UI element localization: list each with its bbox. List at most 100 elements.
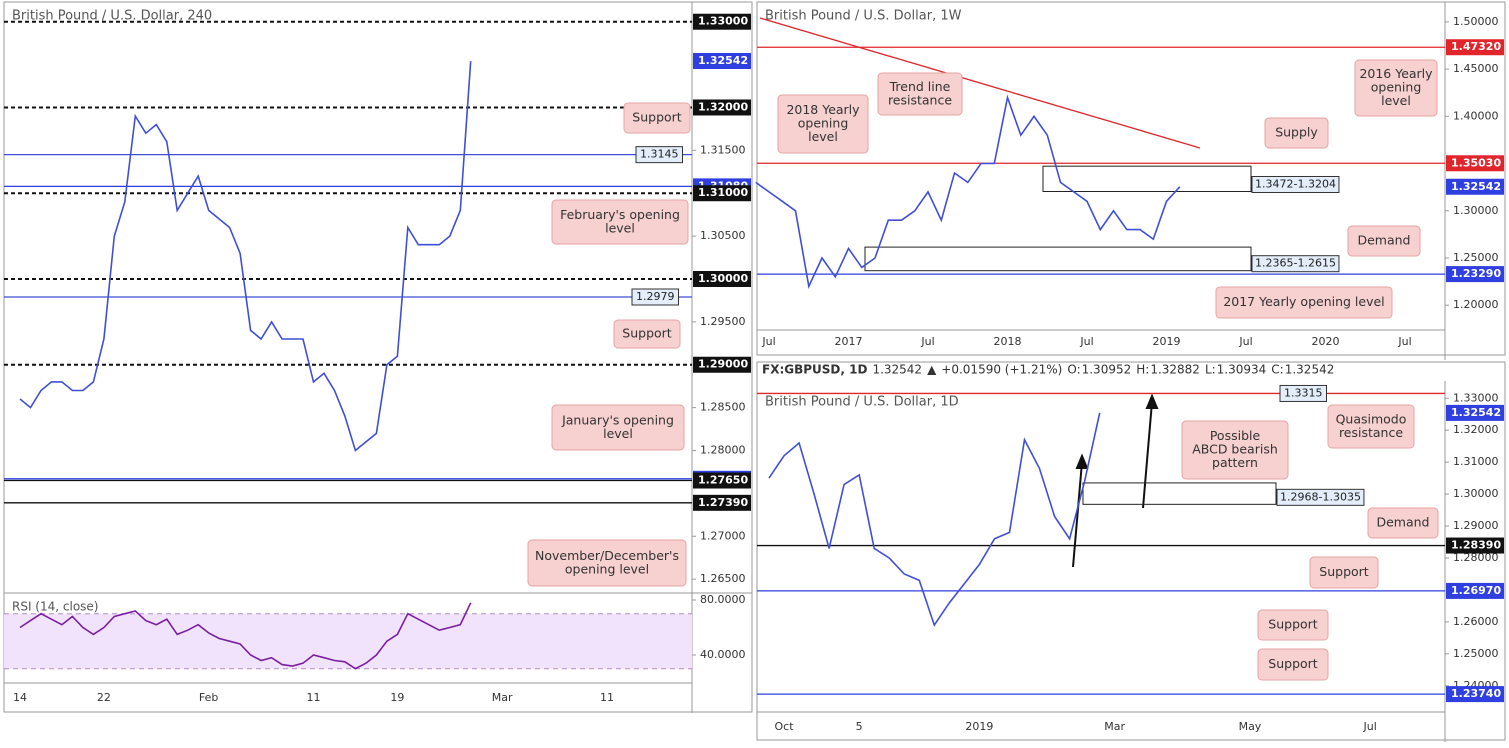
price-tag-label: 1.32542: [698, 54, 748, 67]
callout-box: [623, 102, 691, 134]
callout-text: level: [808, 129, 838, 144]
price-tag: [693, 99, 751, 116]
callout-text: Demand: [1357, 233, 1410, 248]
x-tick-label: 5: [856, 720, 863, 733]
callout-box: [777, 94, 869, 154]
callout-text: Support: [1268, 617, 1318, 632]
y-tick-label: 1.31000: [1453, 455, 1499, 468]
y-tick-label: 1.26500: [700, 572, 746, 585]
header-open: 1.30952: [1082, 363, 1132, 377]
x-tick-label: 11: [600, 691, 614, 704]
callout-box: [1347, 225, 1421, 257]
y-tick-label: 1.30000: [1453, 487, 1499, 500]
header-low-label: L:: [1205, 363, 1216, 377]
x-tick-label: 11: [307, 691, 321, 704]
x-tick-label: Jul: [920, 335, 934, 348]
callout-text: Support: [632, 110, 682, 125]
x-tick-label: Jul: [1238, 335, 1252, 348]
price-tag: [1446, 155, 1504, 172]
y-tick-label: 1.25000: [1453, 647, 1499, 660]
level-label: 1.3315: [1284, 386, 1323, 399]
callout-box: [1215, 286, 1393, 319]
rsi-band: [4, 613, 692, 669]
zone-label-box: [1251, 255, 1340, 273]
level-label: 1.3145: [640, 148, 679, 161]
header-high-label: H:: [1136, 363, 1149, 377]
zone-label: 1.2365-1.2615: [1255, 257, 1336, 270]
chart-title: British Pound / U.S. Dollar, 1W: [765, 9, 962, 24]
price-tag-label: 1.33000: [698, 15, 748, 28]
price-tag-label: 1.32000: [698, 100, 748, 113]
level-label: 1.2979: [636, 290, 675, 303]
callout-box: [527, 539, 687, 587]
y-tick-label: 1.25000: [1453, 251, 1499, 264]
callout-box: [1367, 507, 1439, 539]
callout-box: [1354, 59, 1438, 117]
callout-text: Trend line: [889, 79, 951, 94]
price-tag-label: 1.28390: [1451, 539, 1501, 552]
y-tick-label: 1.30500: [700, 229, 746, 242]
callout-text: Support: [1268, 656, 1318, 671]
zone-label-box: [1276, 488, 1365, 506]
price-tag-label: 1.27650: [698, 474, 748, 487]
callout-text: resistance: [1339, 425, 1403, 440]
x-tick-label: Jul: [1363, 720, 1377, 733]
y-tick-label: 1.29000: [1453, 519, 1499, 532]
y-tick-label: 1.20000: [1453, 298, 1499, 311]
price-tag: [1446, 39, 1504, 56]
header-close: 1.32542: [1285, 363, 1335, 377]
price-line: [19, 61, 472, 452]
level-label-box: [631, 288, 679, 306]
x-tick-label: 2017: [835, 335, 863, 348]
callout-box: [1264, 117, 1329, 149]
y-tick-label: 1.33000: [1453, 391, 1499, 404]
callout-box: [1257, 609, 1329, 641]
y-tick-label: 1.45000: [1453, 62, 1499, 75]
x-tick-label: Mar: [492, 691, 513, 704]
callout-text: pattern: [1212, 455, 1258, 470]
price-tag: [693, 13, 751, 30]
panel-frame: [756, 1, 1506, 356]
header-direction: ▲: [927, 363, 937, 377]
x-tick-label: Feb: [199, 691, 218, 704]
callout-box: [1309, 556, 1379, 589]
level-label-box: [635, 146, 683, 164]
x-tick-label: 19: [390, 691, 404, 704]
y-tick-label: 1.26000: [1453, 615, 1499, 628]
callout-text: opening: [798, 116, 849, 131]
price-tag: [1446, 266, 1504, 283]
y-tick-label: 1.27000: [700, 529, 746, 542]
price-tag: [1446, 404, 1504, 421]
level-label-box: [1279, 384, 1327, 402]
price-tag-label: 1.23740: [1451, 687, 1501, 700]
y-tick-label: 1.40000: [1453, 109, 1499, 122]
callout-box: [551, 199, 689, 245]
callout-text: Quasimodo: [1336, 411, 1407, 426]
y2-tick-label: 80.0000: [700, 593, 746, 606]
price-tag-label: 1.31000: [698, 186, 748, 199]
chart-title: British Pound / U.S. Dollar, 1D: [765, 395, 959, 410]
rsi-line: [19, 602, 472, 670]
callout-text: January's opening: [561, 412, 674, 427]
y2-tick-label: 40.0000: [700, 648, 746, 661]
y-tick-label: 1.28000: [1453, 551, 1499, 564]
y-tick-label: 1.28500: [700, 401, 746, 414]
price-tag-label: 1.35030: [1451, 156, 1501, 169]
callout-text: ABCD bearish: [1192, 442, 1278, 457]
price-tag-label: 1.30000: [698, 272, 748, 285]
x-tick-label: May: [1239, 720, 1262, 733]
y-tick-label: 1.30000: [1453, 204, 1499, 217]
panel-frame: [3, 1, 753, 713]
callout-text: 2017 Yearly opening level: [1223, 294, 1384, 309]
callout-box: [877, 72, 963, 116]
price-tag-label: 1.26970: [1451, 584, 1501, 597]
callout-text: Demand: [1376, 515, 1429, 530]
price-tag: [693, 356, 751, 373]
x-tick-label: 14: [13, 691, 27, 704]
x-tick-label: Mar: [1104, 720, 1125, 733]
price-tag: [693, 494, 751, 511]
callout-text: 2016 Yearly: [1359, 66, 1433, 81]
x-tick-label: 2020: [1312, 335, 1340, 348]
price-tag-label: 1.32542: [1451, 406, 1501, 419]
callout-box: [1257, 648, 1329, 681]
